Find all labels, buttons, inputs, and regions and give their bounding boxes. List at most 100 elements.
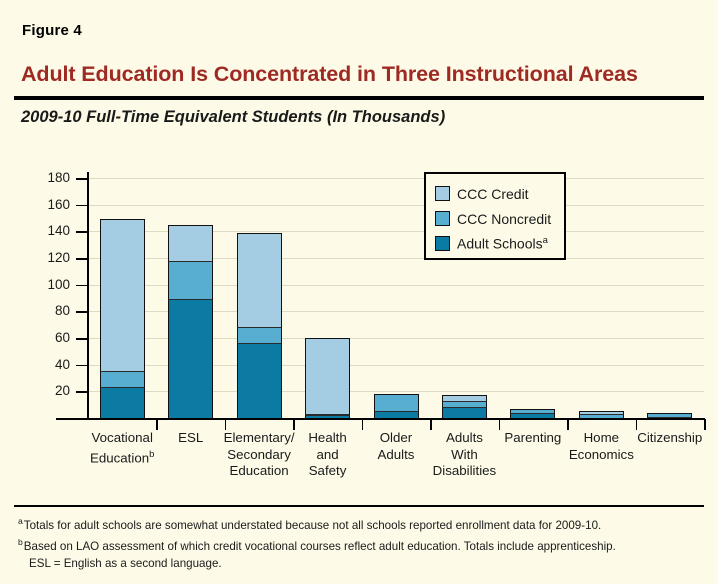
bar-segment <box>99 219 145 372</box>
x-axis-label-superscript: b <box>149 448 155 460</box>
bar-stack <box>305 338 351 418</box>
y-axis-label: 40 <box>54 356 70 372</box>
footnote-esl: ESL = English as a second language. <box>29 556 222 570</box>
x-axis-label-line: Home <box>583 430 620 445</box>
gridline <box>88 284 704 286</box>
y-axis-tick <box>76 391 87 393</box>
title-divider <box>14 96 704 100</box>
bar-segment <box>578 414 624 418</box>
bar-segment <box>441 395 487 401</box>
y-axis-tick <box>76 311 87 313</box>
bar-segment <box>168 260 214 300</box>
x-axis-label-line: Health <box>308 430 347 445</box>
bar-segment <box>373 411 419 418</box>
x-axis-category-label: Older Adults <box>350 430 442 463</box>
bar-stack <box>236 232 282 418</box>
y-axis-label: 20 <box>54 383 70 399</box>
y-axis-tick <box>76 338 87 340</box>
y-axis-label: 60 <box>54 330 70 345</box>
bar-stack <box>168 224 214 418</box>
legend-item: CCC Credit <box>435 181 564 206</box>
x-axis-category-label: ESL <box>144 430 236 447</box>
x-axis-label-line: ESL <box>178 430 204 445</box>
x-axis-label-line: Citizenship <box>637 430 703 445</box>
y-axis-line <box>87 172 89 419</box>
footnote-b-marker: b <box>18 536 23 547</box>
y-axis-tick <box>76 231 87 233</box>
legend-label: CCC Credit <box>457 185 529 202</box>
y-axis-tick <box>76 204 87 207</box>
gridline <box>88 231 704 233</box>
gridline <box>88 204 704 206</box>
y-axis-label: 180 <box>47 170 70 185</box>
legend-label-superscript: a <box>542 235 548 247</box>
x-axis-label-line: Elementary/ <box>223 430 295 445</box>
bar-column <box>373 0 419 418</box>
x-axis-label-line: Educationb <box>89 448 155 465</box>
legend-label: CCC Noncredit <box>457 210 552 227</box>
bar-stack <box>578 411 624 418</box>
footnote-a-text: Totals for adult schools are somewhat un… <box>23 518 602 532</box>
bar-segment <box>236 343 282 418</box>
bar-segment <box>236 327 282 344</box>
x-axis-label-line: Older <box>379 430 413 445</box>
x-axis-separator <box>635 419 638 430</box>
x-axis-separator <box>430 419 432 430</box>
bar-segment <box>578 411 624 414</box>
x-axis-category-label: Elementary/Secondary Education <box>213 430 305 480</box>
bar-stack <box>373 394 419 418</box>
x-axis-label-line: Economics <box>568 446 634 462</box>
y-axis-tick <box>76 364 87 367</box>
notes-divider <box>14 505 704 507</box>
gridline <box>88 178 704 179</box>
bar-stack <box>510 408 556 418</box>
x-axis-category-label: Citizenship <box>624 430 716 447</box>
footnote-a: aTotals for adult schools are somewhat u… <box>18 513 708 534</box>
bar-column <box>236 0 282 418</box>
footnotes: aTotals for adult schools are somewhat u… <box>18 513 708 572</box>
bar-segment <box>168 299 214 418</box>
figure-title: Adult Education Is Concentrated in Three… <box>21 62 638 86</box>
y-axis-tick <box>76 284 87 287</box>
footnote-a-marker: a <box>18 516 23 526</box>
footnote-b: bBased on LAO assessment of which credit… <box>18 534 708 555</box>
x-axis-separator <box>224 419 227 430</box>
bar-segment <box>99 371 145 388</box>
x-axis-label-line: Vocational <box>91 430 153 445</box>
bar-segment <box>441 400 487 408</box>
gridline <box>88 364 704 366</box>
x-axis-label-line: With <box>451 446 478 462</box>
x-axis-category-label: Health and Safety <box>281 430 373 480</box>
bar-segment <box>305 414 351 416</box>
y-axis-label: 120 <box>47 250 70 265</box>
x-axis-separator <box>567 419 569 430</box>
x-axis-separator <box>361 419 364 430</box>
figure-number: Figure 4 <box>22 22 82 39</box>
bar-segment <box>647 412 693 417</box>
x-axis-label-line: Adults <box>377 446 415 462</box>
y-axis-tick <box>76 258 87 260</box>
x-axis-separator <box>156 419 159 430</box>
bar-column <box>510 0 556 418</box>
legend-swatch <box>435 211 450 226</box>
legend-item: Adult Schoolsa <box>435 231 564 256</box>
bar-column <box>99 0 145 418</box>
x-axis-category-label: Parenting <box>487 430 579 447</box>
x-axis-label-line: Parenting <box>504 430 562 445</box>
footnote-b-text: Based on LAO assessment of which credit … <box>23 539 616 553</box>
x-axis-label-line: Disabilities <box>432 463 497 478</box>
x-axis-category-label: Adults With Disabilities <box>418 430 510 480</box>
bar-segment <box>510 412 556 418</box>
bar-segment <box>236 232 282 328</box>
bar-column <box>647 0 693 418</box>
bar-column <box>305 0 351 418</box>
legend-label: Adult Schoolsa <box>457 235 548 252</box>
plot-region <box>88 172 704 418</box>
gridline <box>88 311 704 313</box>
gridline <box>88 391 704 393</box>
bar-stack <box>441 395 487 418</box>
legend-swatch <box>435 236 450 251</box>
bar-segment <box>647 416 693 418</box>
